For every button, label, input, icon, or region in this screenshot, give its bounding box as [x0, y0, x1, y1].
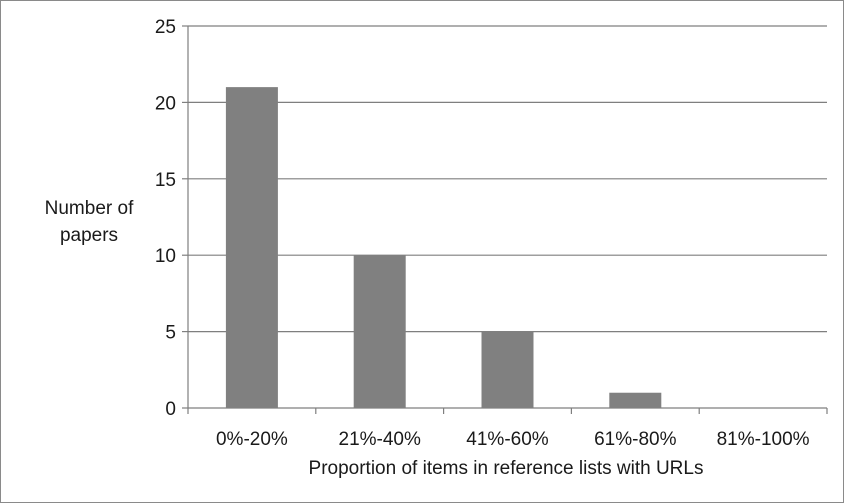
- y-tick-label: 0: [165, 399, 176, 420]
- y-tick-label: 25: [155, 17, 176, 38]
- x-tick-label: 21%-40%: [339, 429, 421, 450]
- y-tick-label: 10: [155, 246, 176, 267]
- gridlines: [182, 25, 827, 409]
- x-tick-label: 41%-60%: [466, 429, 548, 450]
- axes: [187, 26, 828, 414]
- y-tick-label: 20: [155, 93, 176, 114]
- y-axis-label-line-2: papers: [60, 225, 118, 246]
- y-tick-labels: 0 5 10 15 20 25: [155, 17, 176, 420]
- x-axis-label: Proportion of items in reference lists w…: [309, 458, 704, 479]
- y-tick-label: 15: [155, 170, 176, 191]
- bar-41%-60%: [481, 331, 534, 408]
- bars: [225, 87, 662, 409]
- bar-0%-20%: [225, 87, 278, 409]
- x-tick-label: 81%-100%: [717, 429, 810, 450]
- y-axis-label-line-1: Number of: [45, 198, 134, 219]
- x-tick-labels: 0%-20% 21%-40% 41%-60% 61%-80% 81%-100%: [216, 429, 810, 450]
- bar-21%-40%: [353, 255, 406, 408]
- y-tick-label: 5: [165, 323, 176, 344]
- bar-61%-80%: [609, 392, 662, 408]
- x-tick-label: 0%-20%: [216, 429, 288, 450]
- x-tick-label: 61%-80%: [594, 429, 676, 450]
